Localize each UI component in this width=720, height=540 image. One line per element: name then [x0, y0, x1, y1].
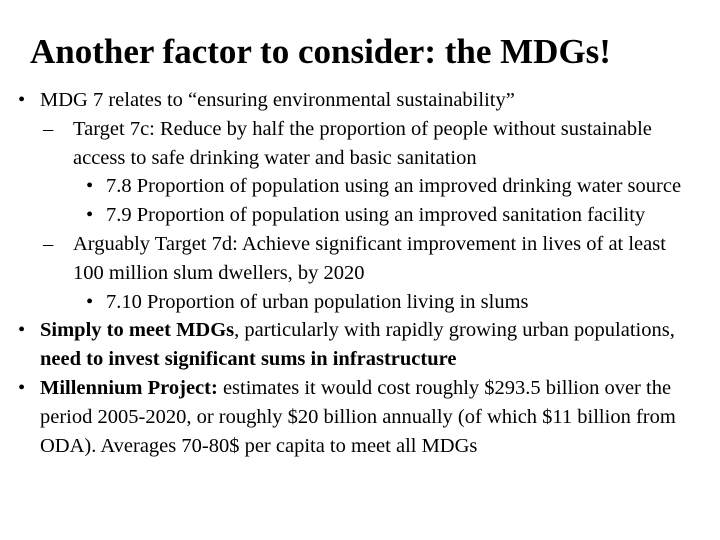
bullet-text: Arguably Target 7d: Achieve significant … [73, 232, 666, 284]
sub-bullet-target-7c: – Target 7c: Reduce by half the proporti… [0, 115, 720, 173]
indicator-7-9: • 7.9 Proportion of population using an … [0, 201, 720, 230]
bullet-millennium-project: • Millennium Project: estimates it would… [0, 374, 720, 460]
bullet-text: 7.10 Proportion of urban population livi… [106, 290, 529, 313]
bullet-marker: • [18, 89, 26, 111]
dash-marker: – [43, 117, 54, 140]
bullet-text: 7.9 Proportion of population using an im… [106, 204, 646, 227]
bullet-marker: • [18, 319, 26, 342]
bullet-meet-mdgs: • Simply to meet MDGs, particularly with… [0, 316, 720, 374]
bullet-marker: • [86, 175, 94, 198]
bullet-text: estimates it would cost roughly $293.5 b… [40, 376, 676, 457]
slide-body: • MDG 7 relates to “ensuring environment… [0, 86, 720, 460]
bullet-marker: • [86, 204, 94, 227]
bold-phrase: Millennium Project: [40, 376, 218, 399]
bullet-marker: • [86, 290, 94, 313]
dash-marker: – [43, 232, 54, 255]
indicator-7-10: • 7.10 Proportion of urban population li… [0, 288, 720, 317]
slide-title: Another factor to consider: the MDGs! [30, 32, 611, 71]
bold-phrase: need to invest significant sums in infra… [40, 348, 457, 371]
bullet-text: Target 7c: Reduce by half the proportion… [73, 117, 652, 169]
indicator-7-8: • 7.8 Proportion of population using an … [0, 172, 720, 201]
bullet-mdg7: • MDG 7 relates to “ensuring environment… [0, 86, 720, 115]
bullet-text: 7.8 Proportion of population using an im… [106, 175, 682, 198]
bullet-text: , particularly with rapidly growing urba… [234, 319, 675, 342]
bold-phrase: Simply to meet MDGs [40, 319, 235, 342]
bullet-text: MDG 7 relates to “ensuring environmental… [40, 89, 515, 111]
bullet-marker: • [18, 376, 26, 399]
sub-bullet-target-7d: – Arguably Target 7d: Achieve significan… [0, 230, 720, 288]
